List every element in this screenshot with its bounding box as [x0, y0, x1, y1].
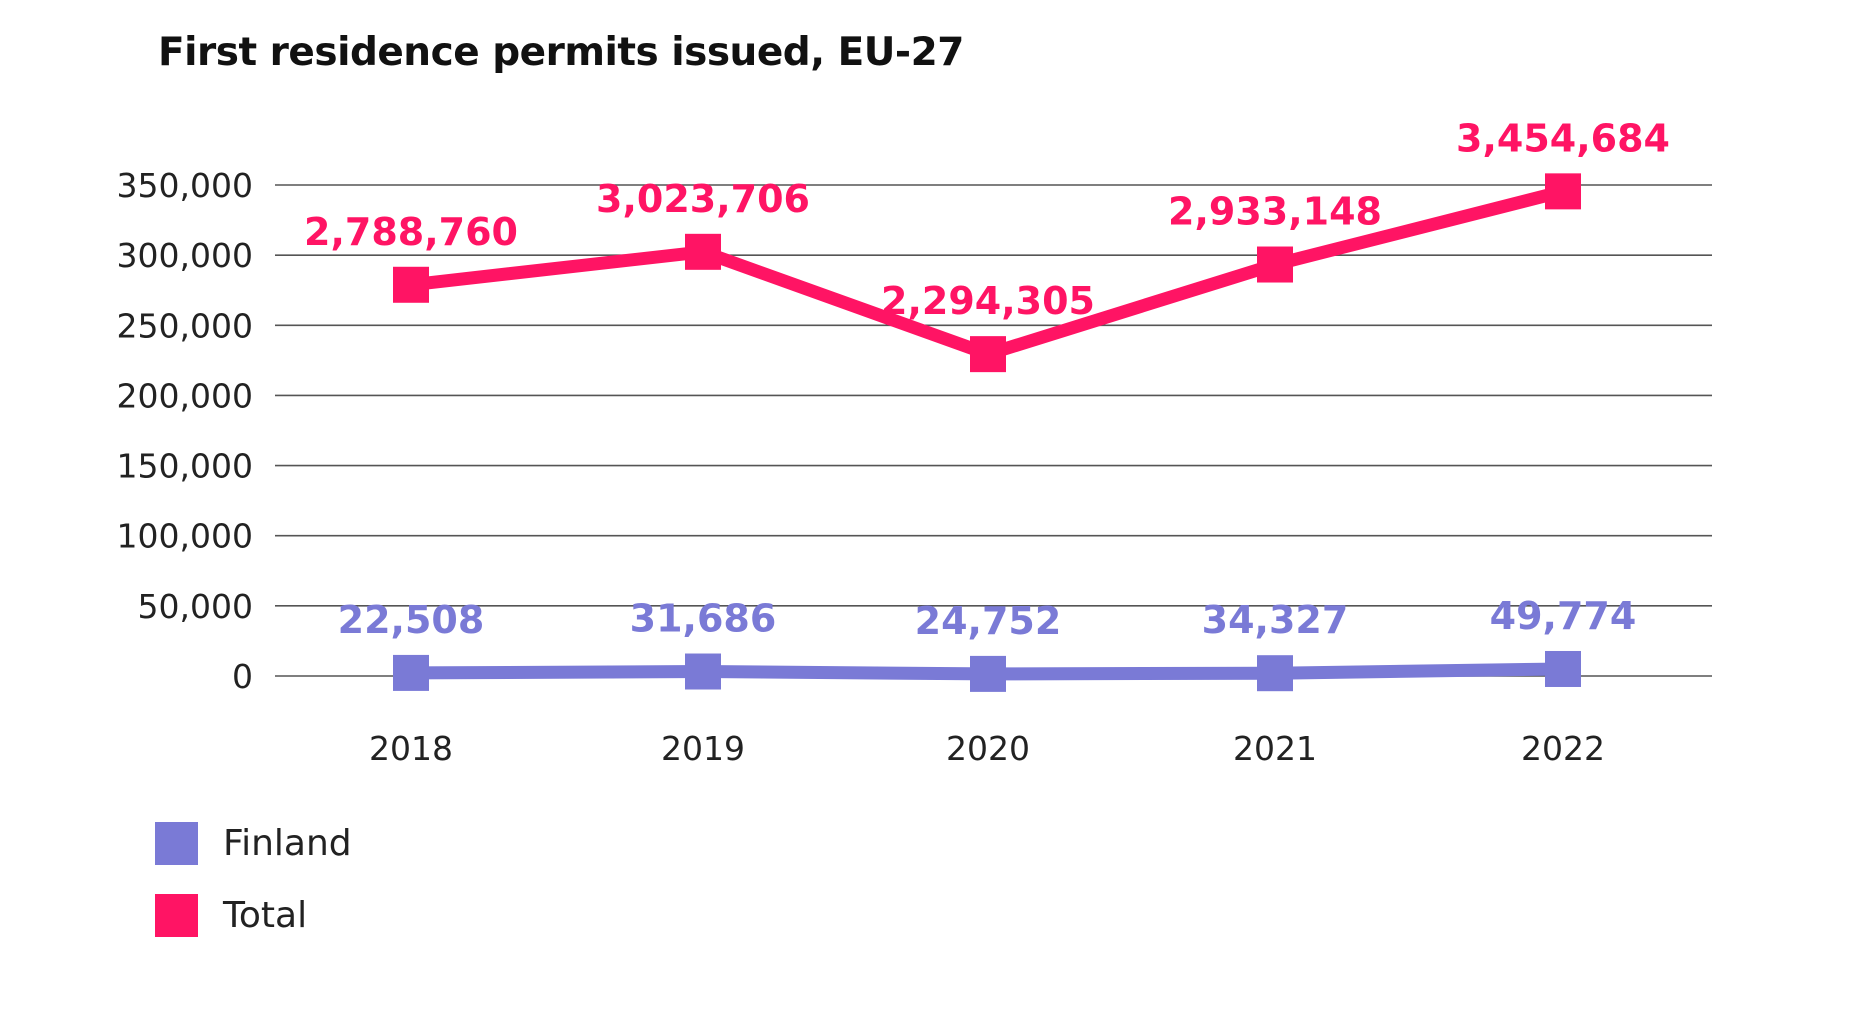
y-axis-tick-labels: 0 50,000 100,000 150,000 200,000 250,000 300,0…	[117, 166, 253, 696]
x-tick-label: 2020	[946, 729, 1030, 768]
point-marker-finland	[1257, 655, 1293, 692]
y-tick-label: 100,000	[117, 517, 253, 556]
data-label-total: 3,023,706	[596, 177, 810, 221]
data-label-total: 3,454,684	[1456, 116, 1670, 160]
data-label-finland: 34,327	[1202, 598, 1349, 642]
y-tick-label: 50,000	[138, 587, 253, 626]
legend-label-finland: Finland	[223, 822, 352, 864]
data-label-finland: 22,508	[338, 598, 485, 642]
legend-swatch-total	[155, 893, 198, 937]
point-marker-total	[1257, 246, 1293, 283]
point-marker-finland	[970, 655, 1006, 692]
y-tick-label: 150,000	[117, 447, 253, 486]
x-axis-tick-labels: 2018 2019 2020 2021 2022	[369, 729, 1605, 768]
chart-title: First residence permits issued, EU-27	[158, 30, 964, 75]
point-marker-finland	[393, 654, 429, 691]
point-marker-finland	[685, 653, 721, 690]
point-marker-total	[1545, 173, 1581, 210]
y-tick-label: 300,000	[117, 236, 253, 275]
data-label-total: 2,933,148	[1168, 190, 1382, 234]
data-label-finland: 49,774	[1490, 594, 1637, 638]
series-line-total	[410, 185, 1565, 361]
data-label-total: 2,788,760	[304, 210, 518, 254]
point-marker-total	[970, 336, 1006, 373]
x-tick-label: 2019	[661, 729, 745, 768]
point-marker-total	[393, 266, 429, 303]
x-tick-label: 2018	[369, 729, 453, 768]
point-marker-total	[685, 233, 721, 270]
legend-swatch-finland	[155, 821, 198, 865]
point-marker-finland	[1545, 650, 1581, 687]
x-tick-label: 2022	[1521, 729, 1605, 768]
data-label-total: 2,294,305	[881, 279, 1095, 323]
data-label-finland: 31,686	[630, 597, 777, 641]
y-tick-label: 200,000	[117, 376, 253, 415]
data-labels: 22,508 31,686 24,752 34,327 49,774 2,788,760 3…	[304, 116, 1670, 643]
y-tick-label: 0	[232, 657, 253, 696]
data-label-finland: 24,752	[915, 599, 1062, 643]
y-tick-label: 250,000	[117, 306, 253, 345]
x-tick-label: 2021	[1233, 729, 1317, 768]
series-lines	[393, 173, 1581, 692]
legend-item-total: Total	[155, 893, 352, 937]
legend-label-total: Total	[223, 894, 308, 936]
legend: Finland Total	[155, 821, 352, 967]
legend-item-finland: Finland	[155, 821, 352, 865]
y-tick-label: 350,000	[117, 166, 253, 205]
